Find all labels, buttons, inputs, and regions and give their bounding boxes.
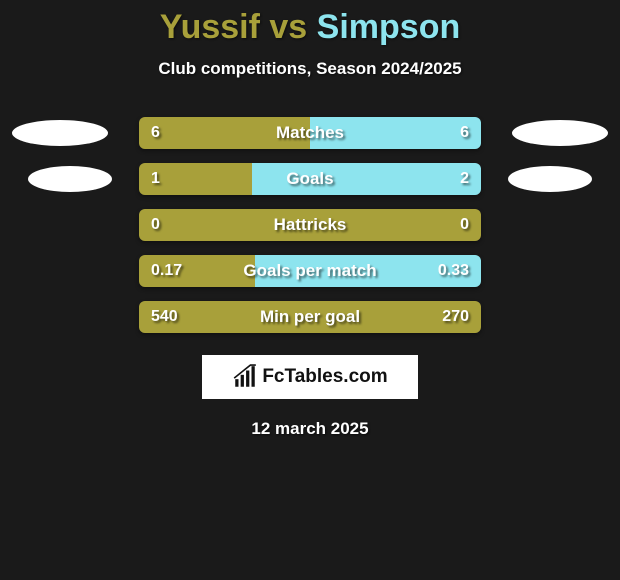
title-player2: Simpson <box>317 8 461 46</box>
player-badge-right <box>512 120 608 146</box>
brand-prefix: Fc <box>262 366 284 387</box>
page-title: Yussif vs Simpson <box>0 0 620 47</box>
stat-row: 66Matches <box>0 117 620 149</box>
stat-value-left: 540 <box>151 301 178 333</box>
stat-value-left: 0 <box>151 209 160 241</box>
stat-row: 0.170.33Goals per match <box>0 255 620 287</box>
stats-rows: 66Matches12Goals00Hattricks0.170.33Goals… <box>0 117 620 333</box>
stat-bar: 0.170.33Goals per match <box>139 255 481 287</box>
bar-right <box>252 163 481 195</box>
stat-row: 12Goals <box>0 163 620 195</box>
stat-bar: 66Matches <box>139 117 481 149</box>
bar-left <box>139 301 481 333</box>
stat-bar: 540270Min per goal <box>139 301 481 333</box>
brand-text: FcTables.com <box>262 366 387 388</box>
bar-left <box>139 117 310 149</box>
stat-value-right: 0.33 <box>438 255 469 287</box>
title-player1: Yussif <box>160 8 260 46</box>
comparison-card: Yussif vs Simpson Club competitions, Sea… <box>0 0 620 580</box>
stat-value-right: 2 <box>460 163 469 195</box>
stat-bar: 00Hattricks <box>139 209 481 241</box>
stat-value-left: 1 <box>151 163 160 195</box>
bar-left <box>139 209 481 241</box>
stat-value-right: 270 <box>442 301 469 333</box>
stat-row: 540270Min per goal <box>0 301 620 333</box>
stat-bar: 12Goals <box>139 163 481 195</box>
brand-suffix: Tables.com <box>285 366 388 387</box>
player-badge-left <box>28 166 112 192</box>
bar-right <box>310 117 481 149</box>
stat-value-left: 6 <box>151 117 160 149</box>
subtitle: Club competitions, Season 2024/2025 <box>0 59 620 79</box>
player-badge-right <box>508 166 592 192</box>
stat-value-left: 0.17 <box>151 255 182 287</box>
date-label: 12 march 2025 <box>0 419 620 439</box>
chart-icon <box>232 364 258 390</box>
title-vs: vs <box>260 8 317 46</box>
player-badge-left <box>12 120 108 146</box>
stat-value-right: 6 <box>460 117 469 149</box>
stat-row: 00Hattricks <box>0 209 620 241</box>
brand-logo[interactable]: FcTables.com <box>202 355 418 399</box>
stat-value-right: 0 <box>460 209 469 241</box>
